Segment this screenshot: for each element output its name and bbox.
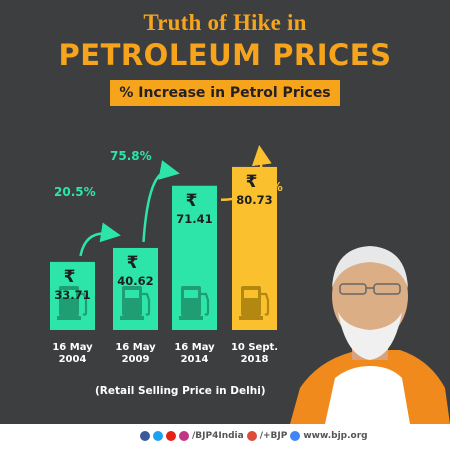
subtitle-banner: % Increase in Petrol Prices: [110, 80, 340, 106]
footer-social: /BJP4India /+BJP www.bjp.org: [140, 431, 368, 441]
social-handle[interactable]: /BJP4India: [192, 431, 244, 441]
rupee-symbol-2: ₹: [186, 191, 198, 211]
youtube-icon[interactable]: [166, 431, 176, 441]
category-label-2-1: 2014: [181, 354, 209, 365]
value-label-3: 80.73: [236, 193, 272, 207]
category-label-2-0: 16 May: [174, 342, 215, 353]
title-line-1: Truth of Hike in: [143, 10, 307, 35]
instagram-icon[interactable]: [179, 431, 189, 441]
increase-label-1: 75.8%: [110, 149, 152, 163]
increase-label-0: 20.5%: [54, 185, 96, 199]
category-label-0-0: 16 May: [52, 342, 93, 353]
facebook-icon[interactable]: [140, 431, 150, 441]
category-label-1-1: 2009: [122, 354, 150, 365]
fuel-pump-icon-2: [179, 286, 210, 320]
website-link[interactable]: www.bjp.org: [303, 431, 368, 441]
value-label-1: 40.62: [117, 274, 153, 288]
fuel-pump-icon-0: [57, 286, 88, 320]
category-label-1-0: 16 May: [115, 342, 156, 353]
increase-arrow-1: [142, 160, 180, 243]
rupee-symbol-1: ₹: [127, 253, 139, 273]
category-label-0-1: 2004: [59, 354, 87, 365]
gplus-handle[interactable]: /+BJP: [259, 431, 288, 441]
category-label-3-1: 2018: [241, 354, 269, 365]
rupee-symbol-3: ₹: [246, 172, 258, 192]
value-label-0: 33.71: [54, 288, 90, 302]
fuel-pump-icon-1: [120, 286, 151, 320]
value-label-2: 71.41: [176, 212, 212, 226]
increase-arrow-0: [79, 222, 121, 257]
google-plus-icon[interactable]: [246, 431, 257, 441]
globe-icon[interactable]: [290, 431, 301, 441]
title-line-2: PETROLEUM PRICES: [58, 38, 392, 72]
twitter-icon[interactable]: [153, 431, 163, 441]
arrows-group: [79, 145, 272, 257]
rupee-symbol-0: ₹: [64, 267, 76, 287]
increase-label-2: 13%: [254, 180, 283, 194]
bars-group: [50, 166, 277, 330]
fuel-pump-icon-3: [239, 286, 270, 320]
footer-bar: /BJP4India /+BJP www.bjp.org: [0, 424, 450, 450]
category-label-3-0: 10 Sept.: [231, 342, 278, 353]
leader-portrait: [290, 246, 450, 424]
increase-arrow-2: [220, 145, 272, 202]
footnote: (Retail Selling Price in Delhi): [95, 385, 266, 397]
